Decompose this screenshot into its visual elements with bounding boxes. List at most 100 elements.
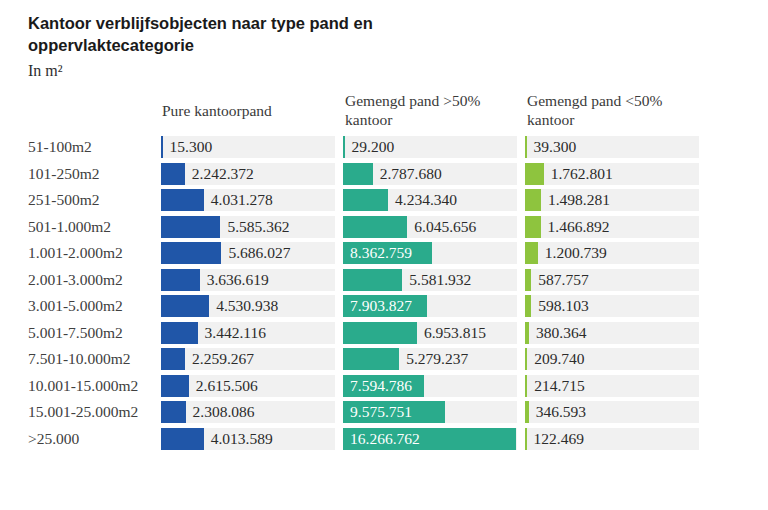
chart-row: 10.001-15.000m2 2.615.506 7.594.786 214.715 xyxy=(0,375,768,397)
value-label: 380.364 xyxy=(536,322,586,344)
bar xyxy=(525,428,527,450)
bar-cell: 3.636.619 xyxy=(161,269,335,291)
chart-row: >25.0004.013.58916.266.762122.469 xyxy=(0,428,768,450)
bar xyxy=(343,269,402,291)
bar-cell: 587.757 xyxy=(525,269,699,291)
value-label: 4.031.278 xyxy=(211,189,273,211)
bar xyxy=(525,189,541,211)
bar xyxy=(525,295,531,317)
value-label: 4.013.589 xyxy=(211,428,273,450)
bar-cell: 5.581.932 xyxy=(343,269,517,291)
value-label: 209.740 xyxy=(534,348,584,370)
bar xyxy=(343,136,345,158)
bar-cell: 122.469 xyxy=(525,428,699,450)
category-label: 10.001-15.000m2 xyxy=(28,375,138,397)
value-label: 4.234.340 xyxy=(395,189,457,211)
value-label: 4.530.938 xyxy=(216,295,278,317)
chart-row: 1.001-2.000m25.686.0278.362.7591.200.739 xyxy=(0,242,768,264)
value-label: 6.953.815 xyxy=(424,322,486,344)
chart-row: 15.001-25.000m2 2.308.086 9.575.751 346.593 xyxy=(0,401,768,423)
bar-cell: 39.300 xyxy=(525,136,699,158)
bar xyxy=(343,322,417,344)
bar xyxy=(525,401,529,423)
chart-row: 51-100m2 15.300 29.200 39.300 xyxy=(0,136,768,158)
bar-cell: 1.762.801 xyxy=(525,163,699,185)
chart-rows: 51-100m2 15.300 29.200 39.300 101-250m2 2.242… xyxy=(0,136,768,456)
bar-cell: 3.442.116 xyxy=(161,322,335,344)
category-label: 501-1.000m2 xyxy=(28,216,111,238)
bar xyxy=(161,242,221,264)
bar xyxy=(343,216,407,238)
bar xyxy=(525,242,538,264)
value-label: 15.300 xyxy=(170,136,213,158)
value-label: 1.762.801 xyxy=(551,163,613,185)
chart-row: 3.001-5.000m2 4.530.938 7.903.827 598.103 xyxy=(0,295,768,317)
bar xyxy=(161,189,204,211)
value-label: 1.498.281 xyxy=(548,189,610,211)
chart-row: 101-250m2 2.242.372 2.787.680 1.762.801 xyxy=(0,163,768,185)
bar xyxy=(161,295,209,317)
value-label: 598.103 xyxy=(538,295,588,317)
value-label: 2.308.086 xyxy=(193,401,255,423)
bar-cell: 598.103 xyxy=(525,295,699,317)
bar xyxy=(343,348,399,370)
value-label: 587.757 xyxy=(538,269,588,291)
bar-cell: 214.715 xyxy=(525,375,699,397)
value-label: 1.200.739 xyxy=(545,242,607,264)
bar xyxy=(161,428,204,450)
bar-cell: 7.594.786 xyxy=(343,375,517,397)
value-label: 8.362.759 xyxy=(350,242,412,264)
value-label: 122.469 xyxy=(534,428,584,450)
value-label: 2.615.506 xyxy=(196,375,258,397)
chart-row: 2.001-3.000m23.636.6195.581.932587.757 xyxy=(0,269,768,291)
value-label: 7.903.827 xyxy=(350,295,412,317)
column-header-gemengd-pand-meer-50: Gemengd pand >50% kantoor xyxy=(345,92,517,130)
value-label: 1.466.892 xyxy=(548,216,610,238)
value-label: 6.045.656 xyxy=(414,216,476,238)
bar xyxy=(161,269,200,291)
bar-cell: 2.308.086 xyxy=(161,401,335,423)
chart-title: Kantoor verblijfsobjecten naar type pand… xyxy=(28,13,488,56)
bar xyxy=(525,348,527,370)
bar-cell: 4.530.938 xyxy=(161,295,335,317)
bar xyxy=(161,322,198,344)
bar-cell: 2.242.372 xyxy=(161,163,335,185)
bar-cell: 15.300 xyxy=(161,136,335,158)
bar-cell: 29.200 xyxy=(343,136,517,158)
category-label: 3.001-5.000m2 xyxy=(28,295,123,317)
value-label: 7.594.786 xyxy=(350,375,412,397)
bar-cell: 346.593 xyxy=(525,401,699,423)
value-label: 39.300 xyxy=(534,136,577,158)
bar xyxy=(525,216,541,238)
chart-row: 7.501-10.000m2 2.259.267 5.279.237 209.740 xyxy=(0,348,768,370)
bar-cell: 7.903.827 xyxy=(343,295,517,317)
bar-cell: 5.585.362 xyxy=(161,216,335,238)
category-label: 15.001-25.000m2 xyxy=(28,401,138,423)
bar-cell: 1.466.892 xyxy=(525,216,699,238)
category-label: 5.001-7.500m2 xyxy=(28,322,123,344)
bar-cell: 2.259.267 xyxy=(161,348,335,370)
bar xyxy=(525,163,544,185)
bar xyxy=(525,322,529,344)
bar-cell: 4.031.278 xyxy=(161,189,335,211)
chart-row: 501-1.000m2 5.585.362 6.045.656 1.466.892 xyxy=(0,216,768,238)
value-label: 29.200 xyxy=(352,136,395,158)
bar-cell: 5.279.237 xyxy=(343,348,517,370)
chart-row: 5.001-7.500m2 3.442.116 6.953.815 380.364 xyxy=(0,322,768,344)
bar-cell: 9.575.751 xyxy=(343,401,517,423)
bar xyxy=(525,136,527,158)
value-label: 5.585.362 xyxy=(227,216,289,238)
bar-cell: 16.266.762 xyxy=(343,428,517,450)
bar xyxy=(161,375,189,397)
category-label: 51-100m2 xyxy=(28,136,92,158)
category-label: 251-500m2 xyxy=(28,189,99,211)
value-label: 2.787.680 xyxy=(380,163,442,185)
value-label: 9.575.751 xyxy=(350,401,412,423)
category-label: 7.501-10.000m2 xyxy=(28,348,130,370)
bar-cell: 2.787.680 xyxy=(343,163,517,185)
bar-cell: 209.740 xyxy=(525,348,699,370)
value-label: 3.636.619 xyxy=(207,269,269,291)
bar-cell: 4.234.340 xyxy=(343,189,517,211)
category-label: 101-250m2 xyxy=(28,163,99,185)
bar-cell: 6.045.656 xyxy=(343,216,517,238)
